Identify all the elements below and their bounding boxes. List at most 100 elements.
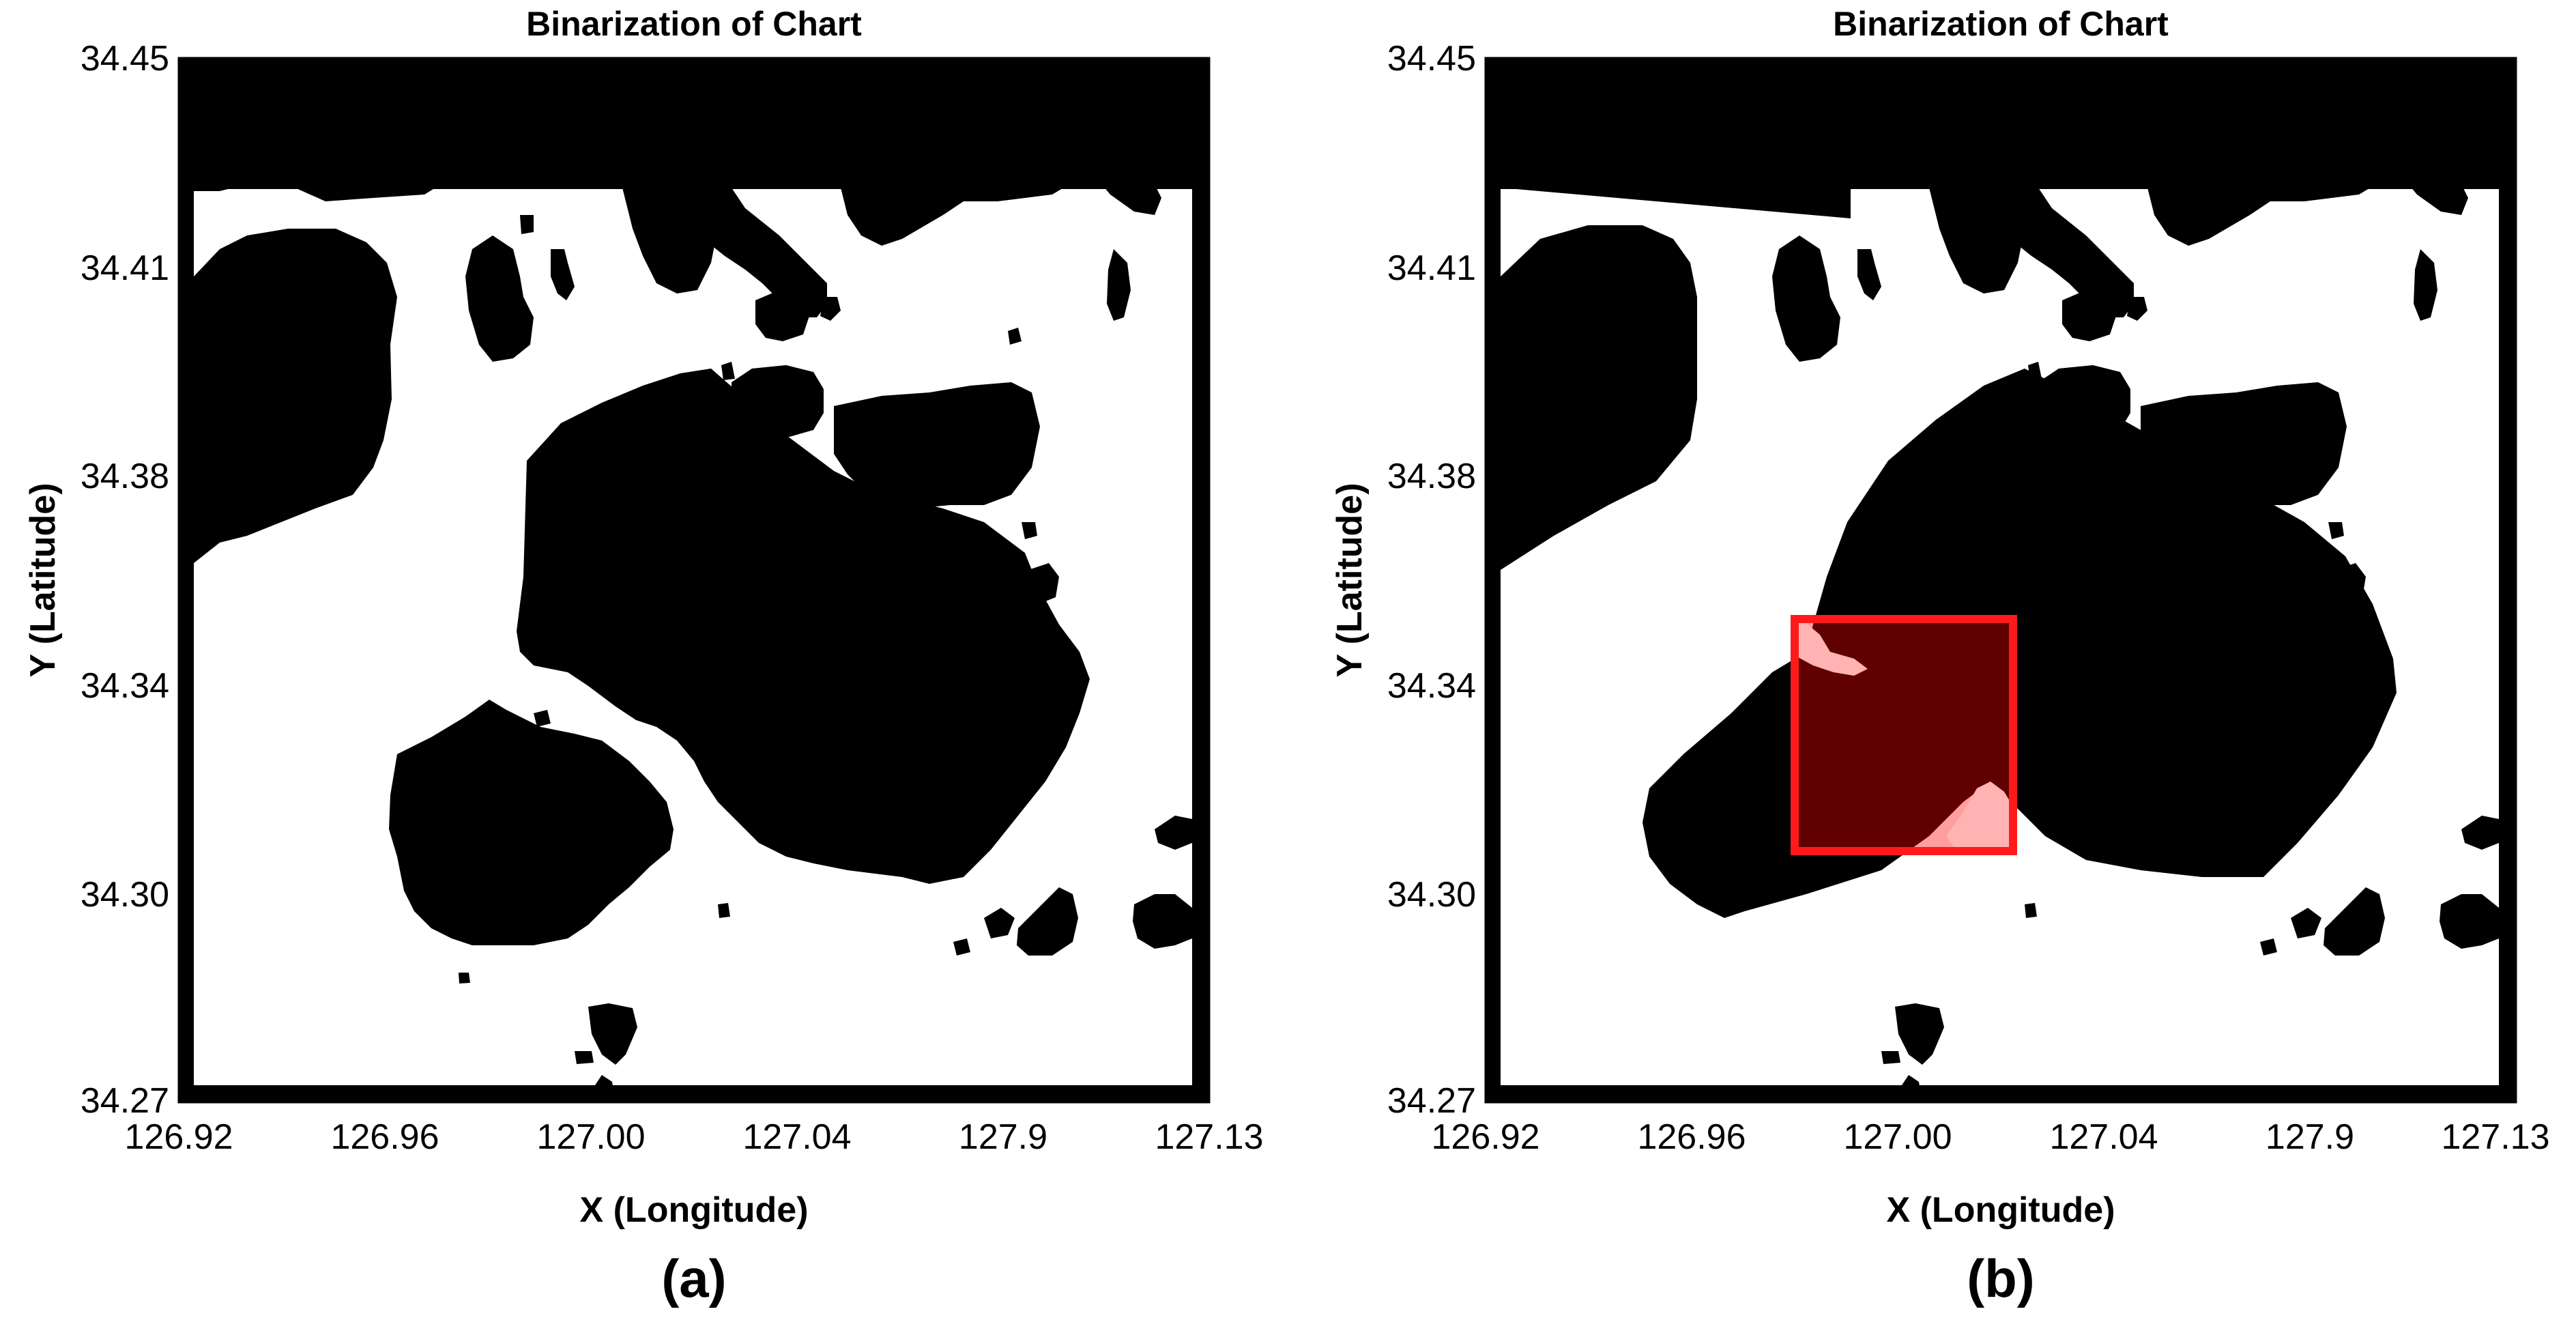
y-tick-label: 34.30: [1387, 875, 1476, 915]
x-ticks: 126.92 126.96 127.00 127.04 127.9 127.13: [124, 1117, 1263, 1157]
land-top-right-corner: [1080, 58, 1209, 188]
highlight-box: [1791, 615, 2017, 855]
islet-17: [2291, 908, 2321, 938]
x-tick-label: 127.9: [959, 1117, 1047, 1157]
axes-frame: [177, 57, 1211, 1104]
chart-title: Binarization of Chart: [1833, 5, 2169, 43]
y-ticks: 34.45 34.41 34.38 34.34 34.30 34.27: [81, 39, 169, 1121]
highlight-water-2: [1946, 781, 2013, 851]
islet-16: [718, 903, 730, 918]
island-strait-1: [1926, 85, 2025, 293]
y-tick-label: 34.41: [81, 248, 169, 288]
islet-3: [2062, 290, 2117, 341]
panel-b: Binarization of Chart: [1330, 5, 2550, 1308]
island-central: [517, 369, 1090, 884]
x-tick-label: 126.96: [330, 1117, 439, 1157]
land-top-left: [194, 58, 544, 201]
islet-2: [520, 215, 534, 234]
island-central-merged: [1642, 369, 2397, 918]
islet-20: [1155, 816, 1192, 850]
binary-map: [179, 58, 1209, 1102]
x-axis-label: X (Longitude): [1886, 1190, 2115, 1230]
y-tick-label: 34.34: [81, 666, 169, 706]
highlight-region: [1791, 615, 2017, 855]
x-ticks: 126.92 126.96 127.00 127.04 127.9 127.13: [1431, 1117, 2549, 1157]
axes-frame: [1484, 57, 2517, 1104]
islet-4: [820, 297, 841, 321]
islet-18: [953, 938, 970, 956]
x-axis-label: X (Longitude): [579, 1190, 808, 1230]
y-axis-label: Y (Latitude): [23, 483, 63, 677]
islet-21: [2440, 894, 2499, 949]
islet-1: [1857, 249, 1881, 300]
chart-title: Binarization of Chart: [526, 5, 862, 43]
islet-24: [595, 1075, 616, 1102]
islet-5: [721, 362, 735, 380]
islet-8: [1080, 140, 1161, 215]
y-tick-label: 34.34: [1387, 666, 1476, 706]
x-tick-label: 127.13: [1155, 1117, 1263, 1157]
islet-1: [551, 249, 575, 300]
x-tick-label: 126.92: [1431, 1117, 1539, 1157]
highlight-water-1: [1795, 619, 1868, 676]
y-tick-label: 34.41: [1387, 248, 1476, 288]
x-tick-label: 127.04: [742, 1117, 851, 1157]
islet-23: [1881, 1051, 1900, 1064]
x-tick-label: 127.13: [2441, 1117, 2549, 1157]
y-axis-label: Y (Latitude): [1330, 483, 1370, 677]
x-tick-label: 127.04: [2049, 1117, 2158, 1157]
y-tick-label: 34.38: [81, 457, 169, 496]
island-west: [194, 229, 397, 563]
islet-22: [588, 1003, 637, 1065]
panel-a: Binarization of Chart: [23, 5, 1264, 1308]
plot-area: 34.45 34.41 34.38 34.34 34.30 34.27 126.…: [81, 39, 1264, 1157]
x-tick-label: 127.00: [536, 1117, 645, 1157]
islet-23: [575, 1051, 594, 1064]
islet-15: [459, 973, 470, 984]
islet-6: [1008, 328, 1022, 345]
x-tick-label: 127.00: [1843, 1117, 1952, 1157]
islet-18: [2260, 938, 2277, 956]
island-southwest: [389, 700, 674, 945]
y-tick-label: 34.45: [81, 39, 169, 78]
islet-13: [534, 710, 551, 727]
islet-3: [755, 290, 810, 341]
islet-16: [2025, 903, 2037, 918]
y-tick-label: 34.27: [1387, 1081, 1476, 1121]
land-top-left: [1501, 58, 1851, 218]
islet-24: [1902, 1075, 1922, 1102]
y-tick-label: 34.27: [81, 1081, 169, 1121]
islet-9: [2298, 92, 2321, 113]
panel-label: (a): [661, 1248, 726, 1308]
island-strait-1: [619, 85, 718, 293]
islet-21: [1133, 894, 1192, 949]
y-ticks: 34.45 34.41 34.38 34.34 34.30 34.27: [1387, 39, 1476, 1121]
panel-label: (b): [1967, 1248, 2035, 1308]
islet-9: [991, 92, 1015, 113]
x-tick-label: 126.96: [1637, 1117, 1746, 1157]
islet-10: [2328, 522, 2344, 539]
islet-7: [2414, 249, 2437, 321]
islet-14: [520, 729, 532, 742]
land-top-right: [2147, 58, 2516, 246]
x-tick-label: 126.92: [124, 1117, 233, 1157]
islet-4: [2127, 297, 2147, 321]
islet-8: [2386, 140, 2468, 215]
island-central-east: [834, 382, 1040, 508]
y-tick-label: 34.45: [1387, 39, 1476, 78]
islet-17: [984, 908, 1015, 938]
islet-10: [1022, 522, 1037, 539]
x-tick-label: 127.9: [2266, 1117, 2354, 1157]
y-tick-label: 34.38: [1387, 457, 1476, 496]
plot-area: 34.45 34.41 34.38 34.34 34.30 34.27 126.…: [1387, 39, 2550, 1157]
islet-19: [2324, 887, 2385, 956]
islet-22: [1895, 1003, 1944, 1065]
island-strait-2: [1772, 235, 1840, 362]
island-west: [1501, 225, 1697, 570]
islet-20: [2461, 816, 2499, 850]
binary-map: [1486, 58, 2516, 1102]
y-tick-label: 34.30: [81, 875, 169, 915]
islet-7: [1107, 249, 1131, 321]
island-strait-2: [465, 235, 534, 362]
